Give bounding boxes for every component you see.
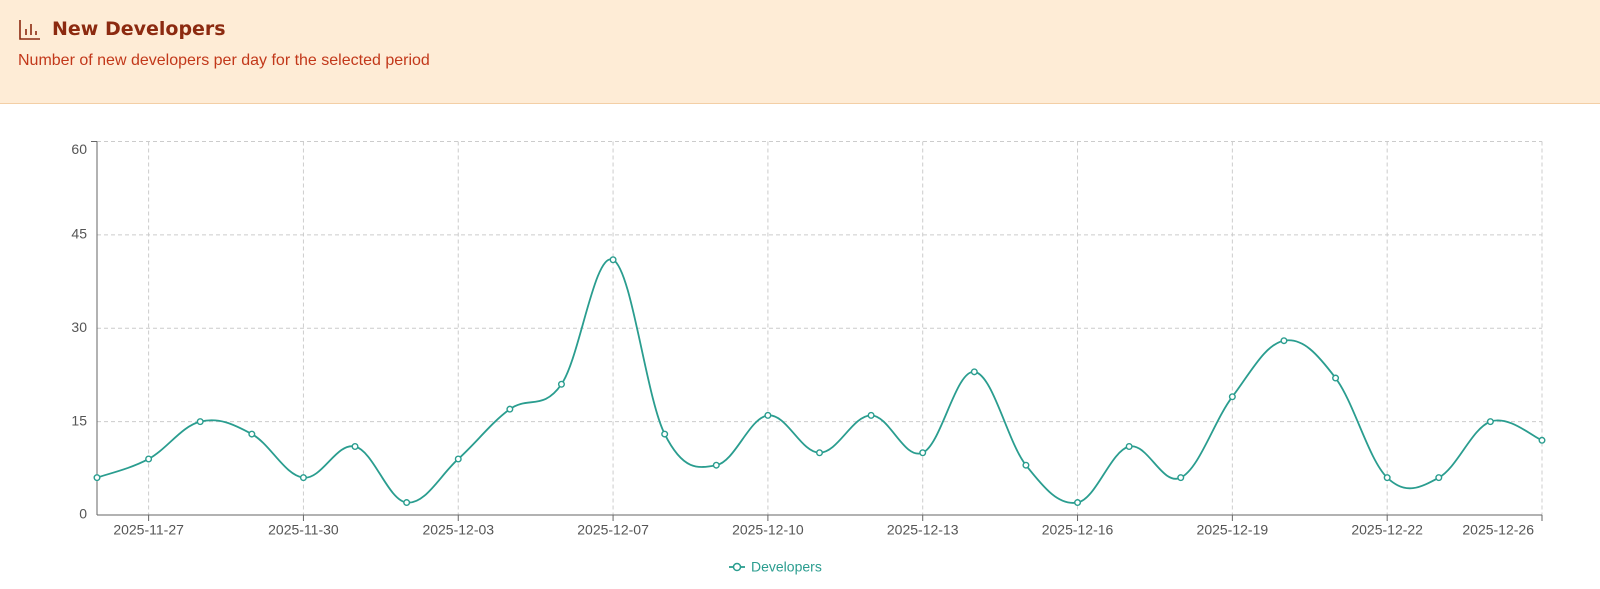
x-tick-label: 2025-12-16 [1042,522,1114,538]
y-tick-label: 30 [71,319,87,335]
point [764,411,772,419]
x-tick-label: 2025-12-07 [577,522,649,538]
point [1177,474,1185,482]
point [919,449,927,457]
point [1280,337,1288,345]
header: New Developers Number of new developers … [0,0,1600,104]
point [1074,499,1082,507]
y-tick-label: 45 [71,226,87,242]
point [454,455,462,463]
point [1538,436,1546,444]
point [816,449,824,457]
point [145,455,153,463]
point [1435,474,1443,482]
title: New Developers [52,18,226,40]
y-tick-label: 0 [79,506,87,522]
point [196,418,204,426]
x-tick-label: 2025-12-19 [1197,522,1269,538]
point [506,405,514,413]
point [1383,474,1391,482]
y-tick-label: 60 [71,141,87,157]
point [1486,418,1494,426]
point [93,474,101,482]
point [970,368,978,376]
x-tick-label: 2025-12-03 [422,522,494,538]
subtitle: Number of new developers per day for the… [18,52,430,69]
x-tick-label: 2025-12-22 [1351,522,1423,538]
point [1228,393,1236,401]
chart: 0 15 30 45 60 2025-11-27 2025-11-30 2025-12-03 2… [71,141,1546,575]
x-tick-label: 2025-11-27 [113,522,184,538]
x-tick-label: 2025-12-10 [732,522,804,538]
x-tick-label: 2025-12-13 [887,522,959,538]
point [609,256,617,264]
point [1125,443,1133,451]
line [96,258,1543,504]
y-tick-label: 15 [71,412,87,428]
point [403,499,411,507]
point [1022,461,1030,469]
chart-icon [19,20,40,40]
x-tick-label: 2025-11-30 [268,522,339,538]
legend-marker [732,562,742,572]
point [1332,374,1340,382]
point [299,474,307,482]
point [867,411,875,419]
point [557,380,565,388]
legend-label: Developers [751,559,822,575]
x-tick-label: 2025-12-26 [1462,522,1534,538]
point [712,461,720,469]
point [661,430,669,438]
point [351,443,359,451]
point [248,430,256,438]
